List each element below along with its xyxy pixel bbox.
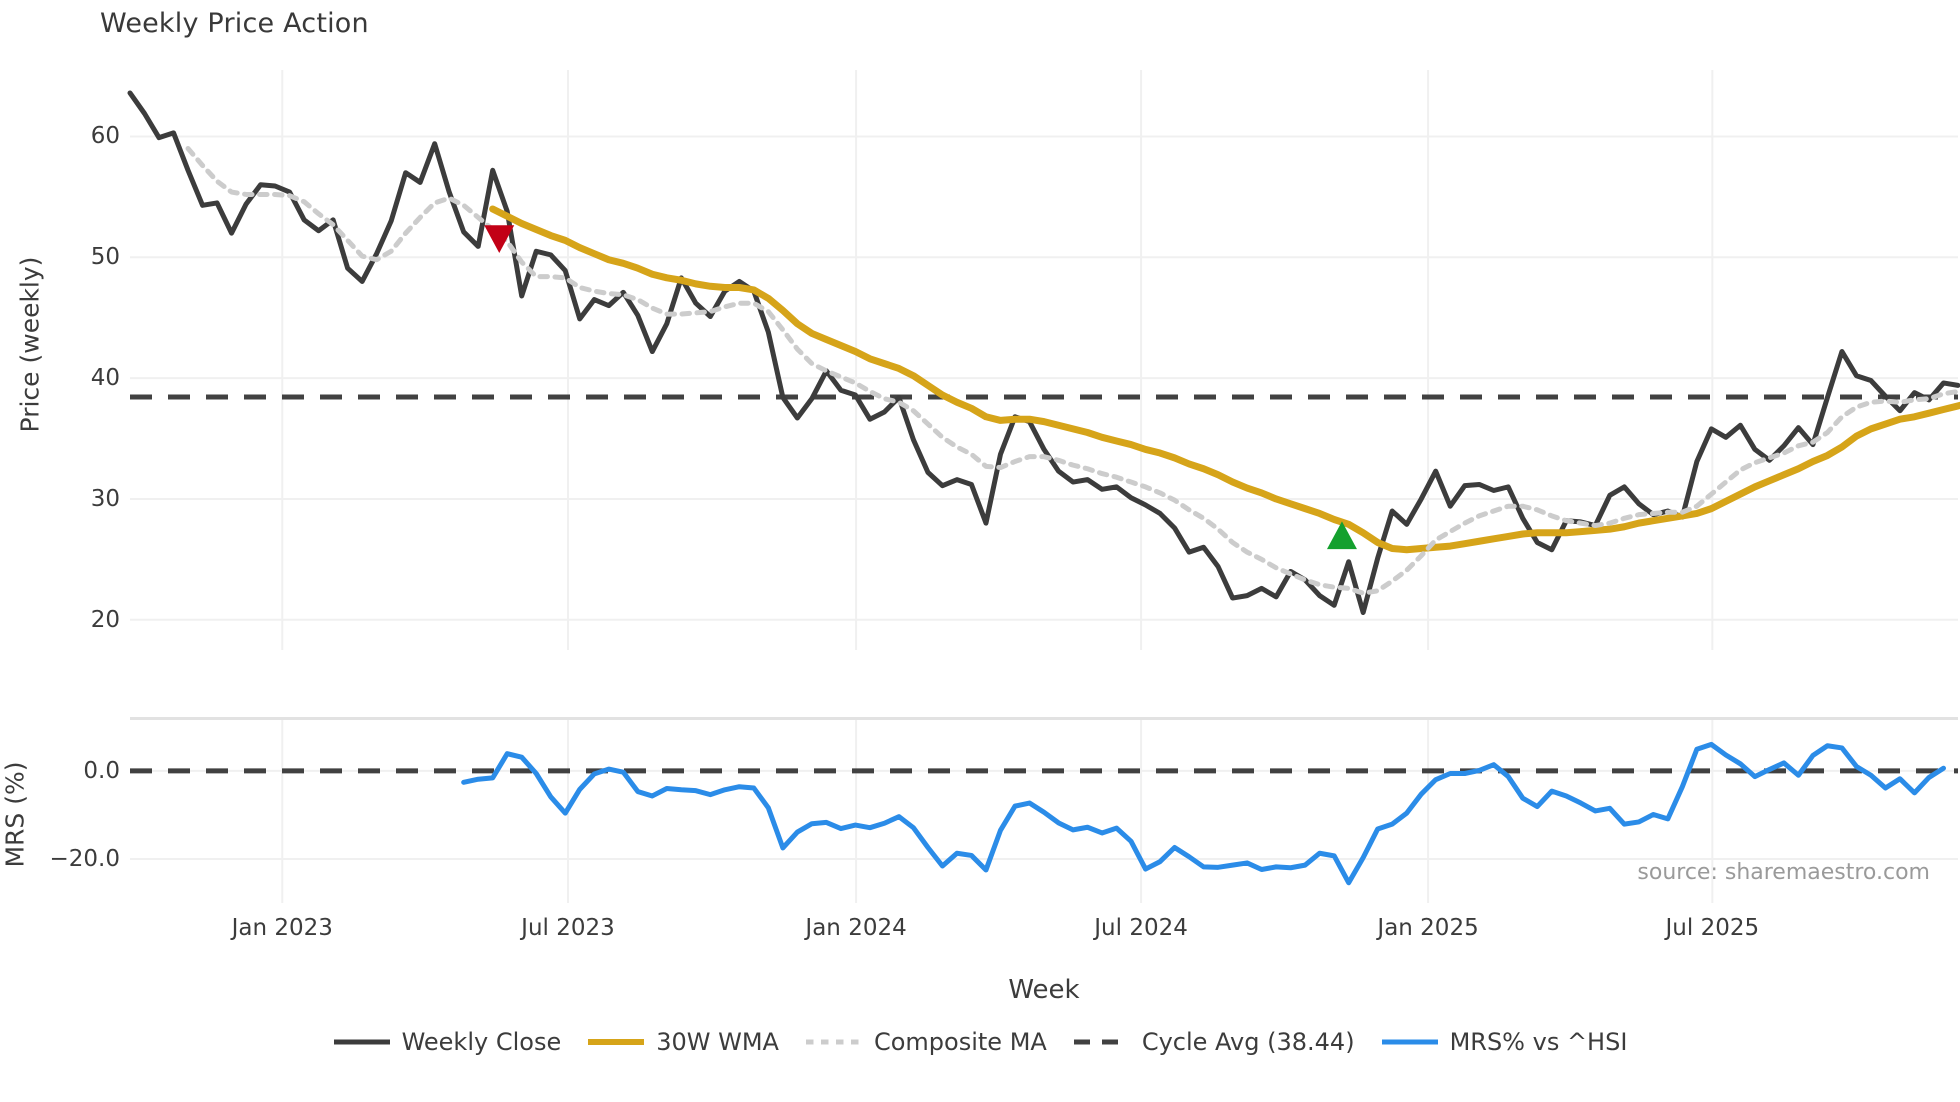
price-y-axis-title: Price (weekly) [15,256,45,433]
dotted-line-swatch-icon [805,1033,863,1051]
x-tick-label: Jan 2023 [231,915,333,941]
legend-item-label: Cycle Avg (38.44) [1141,1028,1355,1056]
legend-item-cycle-avg-38-44[interactable]: Cycle Avg (38.44) [1073,1028,1355,1056]
x-tick-label: Jan 2024 [805,915,907,941]
price-y-tick-label: 20 [90,606,120,633]
price-y-axis-ticks: 60 50 40 30 20 [0,70,120,650]
legend-item-30w-wma[interactable]: 30W WMA [587,1028,779,1056]
sell-signal-marker [484,225,515,253]
legend-item-mrs-vs-hsi[interactable]: MRS% vs ^HSI [1381,1028,1628,1056]
mrs-chart-svg [130,717,1958,903]
line-swatch-icon [1381,1033,1439,1051]
mrs-plot-area [130,717,1958,903]
mrs-y-tick-label: −20.0 [49,845,120,872]
line-swatch-icon [587,1033,645,1051]
mrs-y-axis-title: MRS (%) [0,761,30,868]
x-tick-label: Jul 2024 [1094,915,1188,941]
price-y-tick-label: 30 [90,485,120,512]
x-axis-ticks: Jan 2023 Jul 2023 Jan 2024 Jul 2024 Jan 2025… [130,915,1958,949]
price-y-tick-label: 60 [90,123,120,150]
x-tick-label: Jul 2025 [1665,915,1760,941]
x-tick-label: Jul 2023 [521,915,615,941]
legend-item-label: Weekly Close [401,1028,562,1056]
price-y-tick-label: 40 [90,365,120,392]
price-chart-svg [127,70,1960,650]
dashed-line-swatch-icon [1073,1033,1131,1051]
mrs-y-axis-ticks: 0.0 −20.0 [0,718,120,903]
x-tick-label: Jan 2025 [1377,915,1479,941]
price-plot-area [127,70,1960,650]
line-swatch-icon [333,1033,391,1051]
source-watermark: source: sharemaestro.com [1637,860,1930,885]
series-line-composite-ma [185,146,1960,596]
legend-item-label: 30W WMA [656,1028,779,1056]
legend-item-weekly-close[interactable]: Weekly Close [333,1028,562,1056]
legend-item-label: Composite MA [873,1028,1047,1056]
buy-signal-marker [1326,521,1357,550]
legend-item-label: MRS% vs ^HSI [1449,1028,1628,1056]
price-y-tick-label: 50 [90,244,120,271]
x-axis-title: Week [1008,975,1080,1005]
series-line-mrs-vs-hsi [461,741,1946,886]
page-title: Weekly Price Action [100,8,369,39]
series-line-30w-wma [489,205,1960,554]
series-line-weekly-close [127,90,1960,616]
chart-legend: Weekly Close 30W WMA Composite MA Cycle Avg… [0,1028,1960,1056]
legend-item-composite-ma[interactable]: Composite MA [805,1028,1047,1056]
mrs-y-tick-label: 0.0 [83,757,120,784]
